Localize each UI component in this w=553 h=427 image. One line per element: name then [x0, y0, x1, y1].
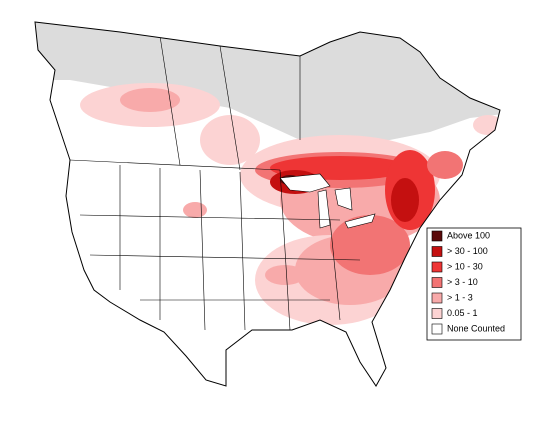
legend: Above 100 > 30 - 100 > 10 - 30 > 3 - 10 > 1 …	[431, 230, 505, 335]
legend-swatch	[431, 230, 443, 242]
legend-label: > 30 - 100	[447, 246, 488, 256]
legend-box	[426, 227, 522, 341]
legend-label: > 10 - 30	[447, 261, 483, 271]
legend-swatch	[431, 308, 443, 319]
legend-swatch	[431, 292, 443, 304]
boundaries	[69, 35, 361, 331]
legend-swatch	[431, 261, 443, 273]
legend-label: 0.05 - 1	[447, 308, 478, 318]
legend-label: None Counted	[447, 323, 505, 333]
legend-swatch	[431, 323, 443, 335]
legend-label: > 3 - 10	[447, 277, 478, 287]
legend-label: Above 100	[447, 230, 490, 240]
legend-swatch	[431, 277, 443, 288]
map	[34, 21, 501, 387]
legend-label: > 1 - 3	[447, 292, 473, 302]
legend-swatch	[431, 246, 443, 257]
